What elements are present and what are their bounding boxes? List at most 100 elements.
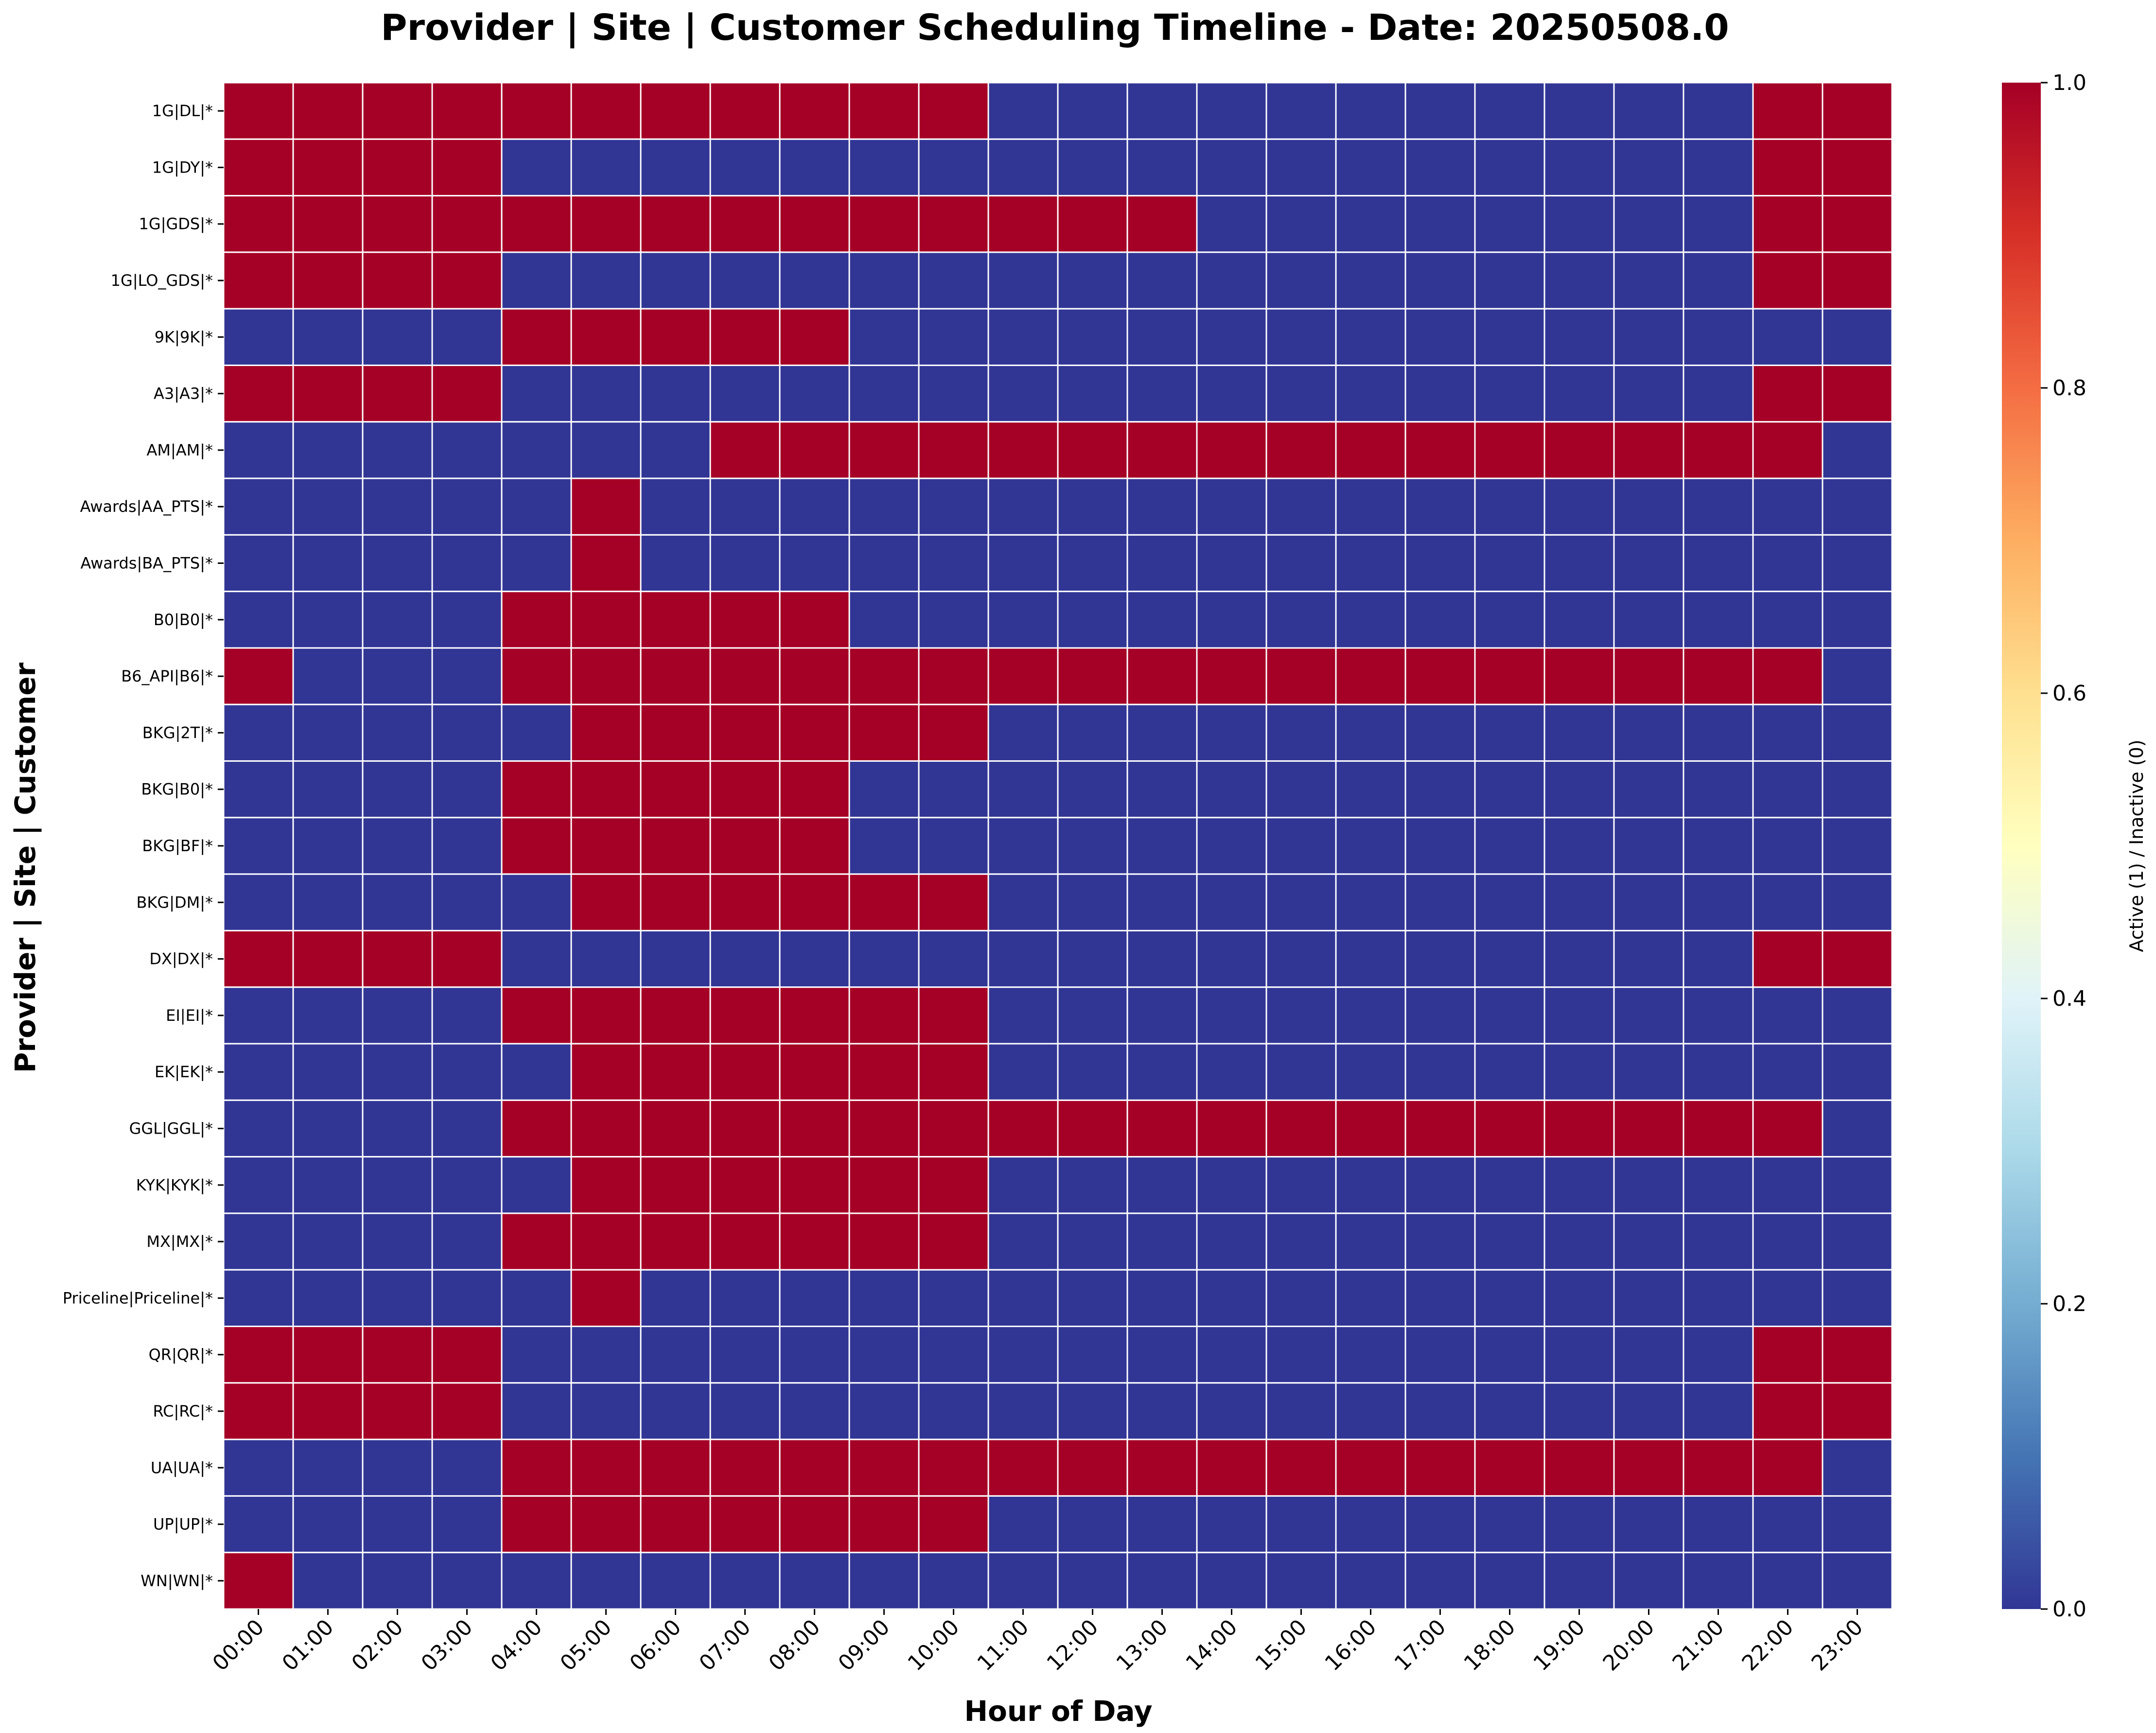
heatmap-cell [1822,195,1893,253]
heatmap-cell [431,421,503,479]
heatmap-cell [223,703,294,762]
heatmap-cell [1404,308,1476,366]
heatmap-cell [1265,477,1337,536]
heatmap-cell [1822,1552,1893,1610]
heatmap-cell [1335,1156,1406,1214]
heatmap-cell [431,364,503,423]
heatmap-cell [1404,760,1476,819]
heatmap-cell [987,1269,1059,1328]
y-tick-label: DX|DX|* [149,950,213,968]
heatmap-cell [709,1552,781,1610]
heatmap-cell [501,82,572,140]
heatmap-cell [362,138,433,197]
x-tick-label: 09:00 [834,1615,895,1676]
heatmap-cell [1543,251,1615,310]
heatmap-cell [1335,421,1406,479]
heatmap-cell [709,477,781,536]
heatmap-cell [1543,138,1615,197]
heatmap-cell [292,760,364,819]
heatmap-cell [709,817,781,875]
colorbar-tick-label: 0.2 [2052,1292,2086,1316]
heatmap-cell [918,477,989,536]
heatmap-cell [223,817,294,875]
heatmap-cell [848,1326,920,1384]
heatmap-cell [1543,1552,1615,1610]
heatmap-cell [848,873,920,931]
heatmap-cell [570,1326,642,1384]
heatmap-cell [1126,138,1198,197]
heatmap-cell [1752,591,1823,649]
heatmap-cell [1543,421,1615,479]
heatmap-cell [709,873,781,931]
heatmap-cell [1683,421,1754,479]
heatmap-cell [918,873,989,931]
heatmap-cell [362,647,433,705]
x-tick-label: 05:00 [556,1615,617,1676]
heatmap-cell [292,1269,364,1328]
heatmap-cell [223,1269,294,1328]
heatmap-cell [1683,1156,1754,1214]
heatmap-cell [918,986,989,1045]
heatmap-cell [918,817,989,875]
heatmap-cell [1335,591,1406,649]
heatmap-cell [1335,1438,1406,1497]
heatmap-cell [570,1156,642,1214]
heatmap-cell [848,1438,920,1497]
heatmap-cell [1335,703,1406,762]
heatmap-cell [1752,308,1823,366]
heatmap-cell [709,195,781,253]
heatmap-cell [1543,1099,1615,1158]
heatmap-cell [1335,1382,1406,1440]
heatmap-cell [640,1212,711,1271]
heatmap-cell [709,591,781,649]
heatmap-cell [987,421,1059,479]
heatmap-cell [1057,364,1128,423]
heatmap-cell [223,195,294,253]
heatmap-cell [1752,703,1823,762]
heatmap-cell [362,1269,433,1328]
heatmap-cell [501,703,572,762]
heatmap-cell [1613,817,1684,875]
heatmap-cell [640,591,711,649]
y-tick-label: A3|A3|* [154,385,213,403]
heatmap-cell [1683,1269,1754,1328]
heatmap-cell [223,1212,294,1271]
heatmap-cell [1543,195,1615,253]
colorbar-tick-label: 0.4 [2052,986,2086,1011]
y-tick-label: B6_API|B6|* [121,667,213,685]
heatmap-cell [431,1326,503,1384]
heatmap-cell [640,1043,711,1101]
heatmap-cell [1196,873,1267,931]
heatmap-cell [223,1382,294,1440]
heatmap-cell [779,534,850,593]
heatmap-cell [1683,591,1754,649]
heatmap-cell [918,1156,989,1214]
heatmap-cell [1265,421,1337,479]
heatmap-cell [1613,1552,1684,1610]
heatmap-cell [431,1495,503,1554]
heatmap-cell [1474,817,1545,875]
heatmap-cell [1613,1269,1684,1328]
colorbar-label: Active (1) / Inactive (0) [2126,739,2147,952]
heatmap-cell [292,195,364,253]
heatmap-cell [779,647,850,705]
y-tick-label: GGL|GGL|* [129,1119,213,1138]
heatmap-cell [362,1326,433,1384]
heatmap-cell [779,251,850,310]
heatmap-cell [223,138,294,197]
heatmap-cell [1196,1212,1267,1271]
heatmap-cell [570,1438,642,1497]
heatmap-cell [223,1326,294,1384]
heatmap-cell [918,82,989,140]
heatmap-cell [1404,1043,1476,1101]
heatmap-cell [431,1382,503,1440]
heatmap-cell [1543,760,1615,819]
heatmap-cell [640,308,711,366]
heatmap-cell [1474,1495,1545,1554]
heatmap-cell [431,760,503,819]
heatmap-cell [1543,477,1615,536]
heatmap-cell [1057,591,1128,649]
heatmap-cell [1265,591,1337,649]
x-tick-labels: 00:00 01:00 02:00 03:00 04:00 05:00 06:00 07:00… [208,1609,1868,1676]
heatmap-cell [918,1043,989,1101]
